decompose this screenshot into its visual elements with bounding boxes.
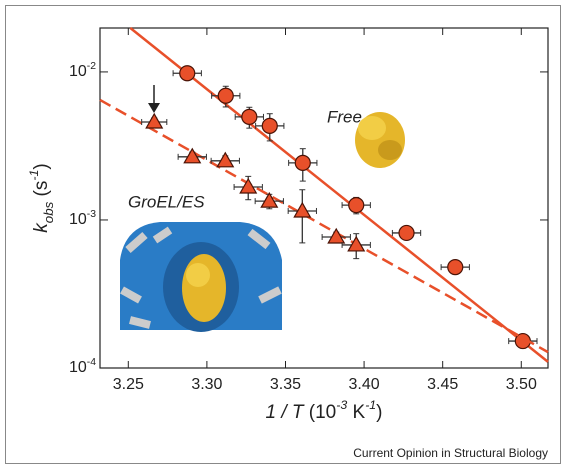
x-axis-label: 1 / T (10-3 K-1)	[265, 398, 382, 423]
free-label: Free	[327, 107, 362, 126]
free-protein-image	[355, 112, 405, 168]
point	[348, 197, 365, 214]
x-tick-label: 3.25	[113, 376, 144, 393]
point	[398, 224, 415, 242]
point	[447, 259, 464, 276]
point	[145, 112, 164, 129]
point	[260, 191, 279, 208]
x-tick-label: 3.50	[506, 376, 537, 393]
point	[241, 108, 258, 125]
point	[217, 87, 234, 104]
y-tick-label: 10-2	[69, 61, 96, 80]
x-tick-label: 3.35	[270, 376, 301, 393]
x-tick-label: 3.40	[349, 376, 380, 393]
arrow-head	[148, 103, 160, 113]
y-tick-label: 10-3	[69, 209, 96, 228]
point	[327, 227, 346, 244]
source: Current Opinion in Structural Biology	[353, 446, 548, 460]
point	[261, 117, 278, 134]
plot-area	[99, 27, 549, 369]
point	[294, 154, 311, 171]
x-tick-label: 3.45	[427, 376, 458, 393]
fit-line	[99, 98, 549, 354]
frame	[5, 5, 561, 464]
point	[239, 177, 258, 194]
y-tick-label: 10-4	[69, 357, 96, 376]
point	[183, 147, 202, 164]
fit-line	[129, 27, 549, 363]
x-tick-label: 3.30	[191, 376, 222, 393]
point	[179, 65, 196, 82]
point	[347, 235, 366, 252]
groel-image	[120, 222, 282, 332]
point	[216, 151, 235, 168]
point	[293, 201, 312, 218]
groel-label: GroEL/ES	[128, 192, 205, 211]
y-axis-label: kobs (s-1)	[27, 163, 56, 232]
